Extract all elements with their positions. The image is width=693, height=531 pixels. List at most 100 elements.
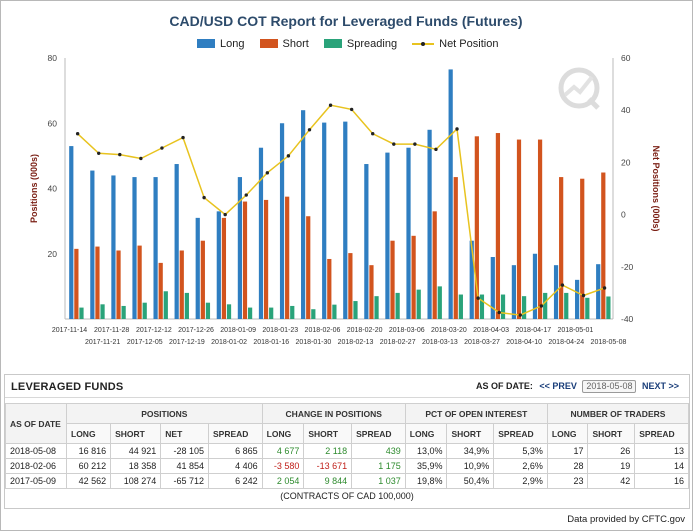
table-row: 2017-05-09 42 562 108 274 -65 712 6 242 2 054…	[5, 473, 689, 489]
y-tick-label-right: -40	[621, 314, 634, 324]
cot-table: AS OF DATE POSITIONS CHANGE IN POSITIONS…	[5, 403, 690, 502]
bar-short	[221, 217, 227, 319]
y-tick-label-right: 20	[621, 157, 631, 167]
bar-short	[327, 258, 332, 319]
chart-title: CAD/USD COT Report for Leveraged Funds (…	[169, 13, 523, 29]
bar-short	[580, 178, 585, 319]
net-position-line	[77, 104, 605, 316]
row-date: 2018-05-08	[5, 443, 67, 459]
table-cell: 17	[546, 443, 589, 459]
row-date: 2018-02-06	[5, 458, 67, 474]
y-tick-label-left: 20	[48, 249, 58, 259]
table-cell: 28	[546, 458, 589, 474]
table-cell: 2,9%	[493, 473, 548, 489]
legend-label-long: Long	[220, 38, 245, 51]
table-cell: 13,0%	[404, 443, 448, 459]
bar-long	[279, 123, 285, 319]
y-tick-label-left: 80	[48, 53, 58, 63]
bar-short	[432, 211, 437, 319]
table-cell: 108 274	[110, 473, 162, 489]
x-tick-label: 2017-12-12	[136, 327, 172, 334]
data-credit: Data provided by CFTC.gov	[567, 514, 685, 525]
y-tick-label-right: 0	[621, 210, 626, 220]
net-position-point	[539, 304, 544, 308]
table-cell: 16 816	[65, 443, 112, 459]
x-tick-label: 2018-04-17	[515, 327, 551, 334]
subheader-short-5: SHORT	[303, 423, 353, 444]
net-position-point	[286, 154, 291, 158]
x-tick-label: 2018-01-16	[253, 339, 289, 346]
legend-line-net-position	[412, 39, 435, 48]
bar-long	[427, 129, 432, 319]
table-cell: 41 854	[160, 458, 210, 474]
bar-spreading	[564, 292, 569, 319]
bar-short	[495, 133, 501, 319]
table-footer-note: (CONTRACTS OF CAD 100,000)	[280, 490, 414, 501]
table-cell: 5,3%	[493, 443, 548, 459]
net-position-point	[497, 310, 501, 315]
asof-label: AS OF DATE:	[476, 381, 533, 391]
prev-date-link[interactable]: << PREV	[539, 381, 577, 391]
y-tick-label-left: 60	[48, 118, 58, 128]
bar-short	[369, 265, 374, 319]
subheader-long-7: LONG	[404, 423, 448, 444]
net-position-point	[434, 147, 438, 152]
bar-long	[596, 264, 601, 319]
bar-spreading	[437, 286, 442, 319]
legend-swatch-long	[197, 39, 215, 49]
legend-item-short[interactable]: Short	[259, 38, 309, 50]
x-tick-label: 2017-11-21	[85, 339, 120, 346]
bar-spreading	[416, 289, 421, 319]
header-pct: PCT OF OPEN INTEREST	[404, 403, 548, 424]
bar-spreading	[247, 307, 253, 319]
table-cell: 439	[351, 443, 406, 459]
bar-long	[174, 164, 179, 319]
table-cell: 2,6%	[493, 458, 548, 474]
net-position-point	[202, 195, 206, 200]
table-cell: 34,9%	[446, 443, 495, 459]
bar-short	[453, 177, 458, 319]
bar-spreading	[585, 297, 590, 319]
bar-short	[200, 240, 205, 319]
subheader-long-10: LONG	[546, 423, 589, 444]
x-tick-label: 2017-11-14	[52, 327, 87, 334]
table-cell: 35,9%	[404, 458, 448, 474]
net-position-point	[413, 142, 417, 146]
table-cell: -65 712	[160, 473, 210, 489]
bar-short	[137, 245, 142, 319]
net-position-point	[265, 171, 270, 175]
bar-short	[285, 196, 290, 319]
legend-item-long[interactable]: Long	[197, 38, 244, 50]
x-tick-label: 2018-02-06	[305, 327, 341, 334]
net-position-point	[118, 152, 122, 157]
legend-item-spreading[interactable]: Spreading	[323, 38, 397, 50]
bar-short	[348, 253, 353, 319]
header-as-of-date: AS OF DATE	[5, 403, 67, 444]
bar-spreading	[163, 291, 168, 319]
table-cell: 42	[587, 473, 636, 489]
legend-swatch-short	[259, 39, 278, 49]
date-select[interactable]: 2018-05-08	[582, 380, 637, 393]
x-tick-label: 2018-02-27	[380, 339, 416, 346]
table-cell: 23	[546, 473, 589, 489]
bar-long	[385, 152, 390, 319]
bar-spreading	[500, 294, 506, 319]
bar-short	[516, 139, 522, 319]
net-position-point	[455, 127, 459, 131]
legend-item-net-position[interactable]: Net Position	[412, 38, 498, 50]
net-position-point	[560, 283, 565, 287]
bar-short	[390, 240, 395, 319]
leveraged-funds-panel: LEVERAGED FUNDS AS OF DATE: << PREV 2018…	[4, 374, 690, 509]
bar-long	[258, 147, 264, 319]
bar-spreading	[395, 292, 400, 319]
bar-long	[237, 177, 243, 319]
next-date-link[interactable]: NEXT >>	[641, 381, 679, 391]
net-position-point	[581, 293, 586, 298]
bar-spreading	[311, 309, 316, 319]
net-position-point	[371, 131, 375, 136]
subheader-short-8: SHORT	[446, 423, 495, 444]
net-position-point	[244, 193, 248, 197]
bar-spreading	[479, 294, 485, 319]
header-traders: NUMBER OF TRADERS	[546, 403, 690, 424]
table-cell: 26	[587, 443, 636, 459]
